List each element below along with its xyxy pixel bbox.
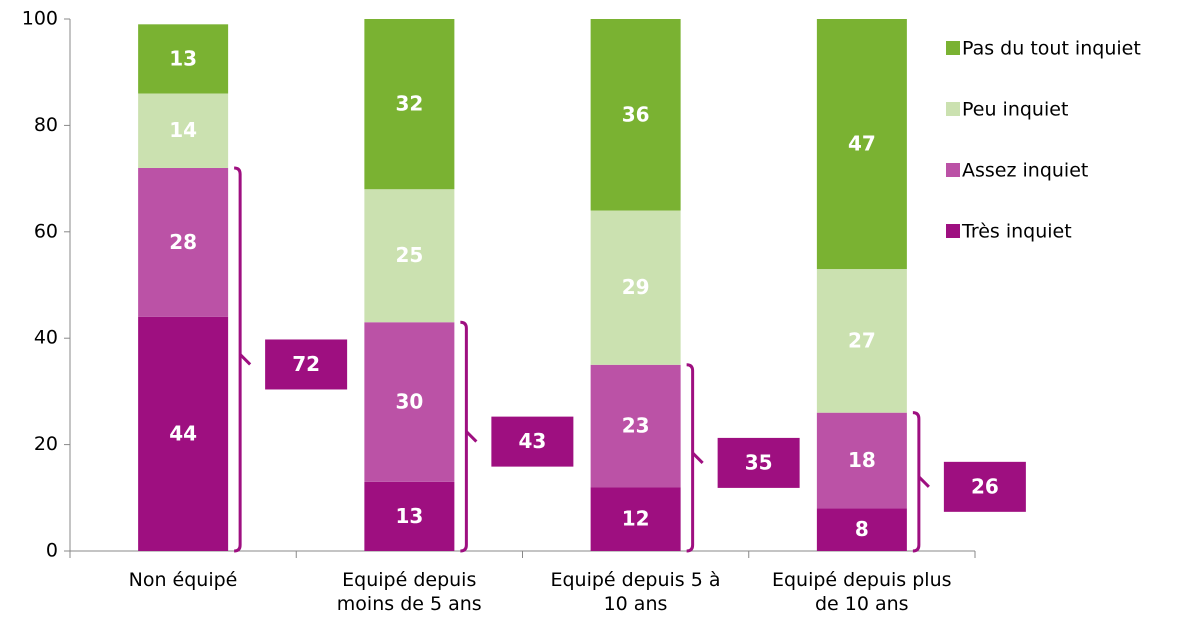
total-box xyxy=(943,461,1026,512)
bracket-tip xyxy=(465,430,478,443)
total-label: 26 xyxy=(971,474,999,498)
bar-segment xyxy=(138,93,229,168)
data-label: 18 xyxy=(848,448,876,472)
y-tick-label: 40 xyxy=(34,327,58,349)
data-label: 47 xyxy=(848,132,876,156)
data-label: 25 xyxy=(395,243,423,267)
bar-segment xyxy=(364,322,455,482)
total-label: 35 xyxy=(745,450,773,474)
bar-segment xyxy=(590,210,681,365)
y-tick-label: 100 xyxy=(22,8,58,30)
bracket-tip xyxy=(239,353,252,366)
data-label: 27 xyxy=(848,328,876,352)
legend-label: Pas du tout inquiet xyxy=(962,38,1141,60)
data-label: 29 xyxy=(622,275,650,299)
y-tick-label: 0 xyxy=(46,540,58,562)
bar-segment xyxy=(816,19,907,270)
bracket-tip xyxy=(691,451,704,464)
total-box xyxy=(717,437,800,488)
data-label: 32 xyxy=(395,92,423,116)
x-tick-label: Equipé depuis plus de 10 ans xyxy=(771,569,952,615)
data-label: 8 xyxy=(855,517,869,541)
bracket xyxy=(686,363,695,553)
bar-segment xyxy=(590,19,681,211)
data-label: 36 xyxy=(622,102,650,126)
data-label: 28 xyxy=(169,230,197,254)
bar-segment xyxy=(816,269,907,413)
data-label: 12 xyxy=(622,507,650,531)
y-tick-label: 60 xyxy=(34,220,58,242)
bar-segment xyxy=(364,481,455,551)
y-tick-label: 20 xyxy=(34,433,58,455)
legend-label: Assez inquiet xyxy=(962,160,1088,182)
total-box xyxy=(265,339,348,390)
total-label: 43 xyxy=(518,429,546,453)
bar-segment xyxy=(138,316,229,551)
total-box xyxy=(491,416,574,467)
data-label: 13 xyxy=(169,46,197,70)
y-tick-label: 80 xyxy=(34,114,58,136)
bar-segment xyxy=(138,24,229,94)
data-label: 13 xyxy=(395,504,423,528)
legend-swatch xyxy=(946,163,960,177)
legend-label: Peu inquiet xyxy=(962,99,1068,121)
bar-segment xyxy=(364,189,455,323)
bar-segment xyxy=(590,487,681,551)
bar-segment xyxy=(816,508,907,551)
legend-label: Très inquiet xyxy=(961,221,1072,243)
legend-swatch xyxy=(946,41,960,55)
bar-segment xyxy=(816,412,907,509)
x-tick-label: Equipé depuis moins de 5 ans xyxy=(336,569,482,615)
bracket xyxy=(912,411,921,553)
total-label: 72 xyxy=(292,352,320,376)
data-label: 30 xyxy=(395,390,423,414)
bar-segment xyxy=(590,364,681,488)
bracket-tip xyxy=(917,475,930,488)
data-label: 14 xyxy=(169,118,197,142)
bar-segment xyxy=(138,167,229,317)
bracket xyxy=(234,166,242,553)
legend-swatch xyxy=(946,224,960,238)
data-label: 44 xyxy=(169,421,197,445)
data-label: 23 xyxy=(622,413,650,437)
bar-segment xyxy=(364,19,455,190)
x-tick-label: Non équipé xyxy=(128,569,238,591)
legend-swatch xyxy=(946,102,960,116)
bracket xyxy=(460,320,468,553)
x-tick-label: Equipé depuis 5 à 10 ans xyxy=(550,569,721,615)
